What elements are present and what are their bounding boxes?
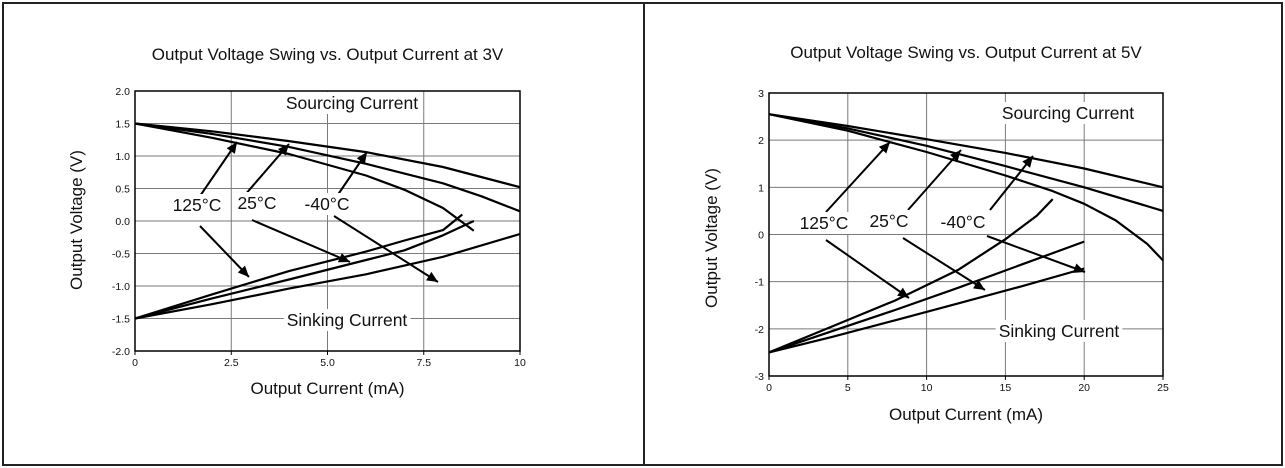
- y-tick-label: -0.5: [112, 249, 130, 261]
- sinking-arrow-head: [897, 287, 909, 298]
- series-line-sinking-minus40c: [134, 232, 521, 320]
- x-tick-label: 10: [921, 382, 933, 394]
- series-line-sourcing-minus40c: [768, 113, 1164, 189]
- chart-title: Output Voltage Swing vs. Output Current …: [790, 43, 1142, 62]
- sourcing-arrow-head: [278, 144, 289, 156]
- sinking-arrow-head: [426, 271, 438, 282]
- sinking-current-label: Sinking Current: [287, 310, 408, 330]
- label-background: [866, 210, 912, 232]
- label-background: [283, 309, 411, 331]
- series-line-sinking-minus40c: [768, 267, 1085, 354]
- temperature-label: -40°C: [941, 212, 986, 232]
- sourcing-arrow-head: [226, 142, 237, 154]
- sourcing-current-label: Sourcing Current: [286, 93, 418, 113]
- sinking-arrow-head: [1072, 263, 1085, 273]
- x-axis-label: Output Current (mA): [251, 379, 405, 398]
- chart-panel-5v: Output Voltage Swing vs. Output Current …: [643, 2, 1283, 466]
- x-tick-label: 25: [1157, 382, 1169, 394]
- series-line-sinking-125c: [768, 198, 1054, 354]
- y-axis-label: Output Voltage (V): [702, 168, 721, 308]
- temperature-label: -40°C: [305, 194, 350, 214]
- label-background: [998, 102, 1138, 124]
- chart-3v: Output Voltage Swing vs. Output Current …: [67, 45, 526, 398]
- label-background: [995, 320, 1123, 342]
- label-background: [301, 193, 353, 215]
- y-tick-label: -3: [755, 371, 764, 383]
- series-line-sinking-25c: [768, 240, 1085, 354]
- sourcing-arrow-shaft: [989, 155, 1034, 211]
- y-tick-label: 1.0: [115, 151, 130, 163]
- sinking-arrow-shaft: [986, 235, 1086, 273]
- series-line-sourcing-125c: [134, 122, 475, 232]
- x-tick-label: 7.5: [416, 357, 431, 369]
- sinking-arrow-shaft: [251, 219, 351, 263]
- y-tick-label: 3: [758, 88, 764, 100]
- x-tick-label: 0: [766, 382, 772, 394]
- label-background: [937, 211, 989, 233]
- series-line-sourcing-minus40c: [134, 122, 521, 189]
- temperature-label: 125°C: [173, 195, 222, 215]
- x-tick-label: 0: [132, 357, 138, 369]
- y-tick-label: -1: [755, 277, 764, 289]
- series-line-sourcing-25c: [134, 122, 521, 213]
- sourcing-arrow-head: [878, 142, 890, 154]
- series-line-sourcing-25c: [768, 113, 1164, 212]
- x-tick-label: 2.5: [224, 357, 239, 369]
- temperature-label: 25°C: [237, 193, 276, 213]
- y-tick-label: 2.0: [115, 86, 130, 98]
- y-tick-label: 1.5: [115, 119, 130, 131]
- label-background: [169, 194, 225, 216]
- sinking-arrow-head: [237, 265, 249, 277]
- series-line-sinking-25c: [134, 220, 475, 320]
- series-line-sinking-125c: [134, 213, 463, 320]
- sinking-arrow-shaft: [825, 239, 910, 299]
- y-tick-label: 0: [758, 230, 764, 242]
- y-tick-label: 1: [758, 182, 764, 194]
- y-tick-label: -2.0: [112, 346, 130, 358]
- sourcing-arrow-head: [949, 150, 961, 162]
- x-tick-label: 5.0: [320, 357, 335, 369]
- chart-panel-3v: Output Voltage Swing vs. Output Current …: [2, 2, 645, 466]
- sourcing-arrow-shaft: [907, 149, 962, 211]
- plot-frame: [768, 92, 1164, 377]
- sourcing-arrow-head: [1022, 156, 1033, 168]
- y-tick-label: -1.5: [112, 314, 130, 326]
- sinking-arrow-head: [337, 253, 350, 263]
- x-tick-label: 10: [514, 357, 526, 369]
- sinking-arrow-shaft: [902, 237, 986, 291]
- sinking-arrow-head: [973, 279, 985, 290]
- chart-title: Output Voltage Swing vs. Output Current …: [152, 45, 504, 64]
- x-tick-label: 5: [845, 382, 851, 394]
- temperature-label: 25°C: [869, 211, 908, 231]
- x-tick-label: 20: [1078, 382, 1090, 394]
- y-tick-label: -1.0: [112, 281, 130, 293]
- label-background: [282, 92, 422, 114]
- sourcing-current-label: Sourcing Current: [1002, 103, 1134, 123]
- sinking-arrow-shaft: [199, 225, 250, 278]
- y-tick-label: 2: [758, 135, 764, 147]
- y-axis-label: Output Voltage (V): [67, 150, 86, 290]
- y-tick-label: 0.0: [115, 216, 130, 228]
- sinking-arrow-shaft: [333, 215, 439, 283]
- label-background: [234, 192, 280, 214]
- sourcing-arrow-shaft: [243, 143, 290, 197]
- x-axis-label: Output Current (mA): [889, 405, 1043, 424]
- sinking-current-label: Sinking Current: [999, 321, 1120, 341]
- temperature-label: 125°C: [800, 213, 849, 233]
- label-background: [796, 212, 852, 234]
- chart-5v: Output Voltage Swing vs. Output Current …: [702, 43, 1169, 424]
- y-tick-label: -2: [755, 324, 764, 336]
- series-line-sourcing-125c: [768, 113, 1164, 262]
- x-tick-label: 15: [1000, 382, 1012, 394]
- sourcing-arrow-shaft: [825, 141, 891, 213]
- sourcing-arrow-head: [356, 152, 367, 164]
- y-tick-label: 0.5: [115, 184, 130, 196]
